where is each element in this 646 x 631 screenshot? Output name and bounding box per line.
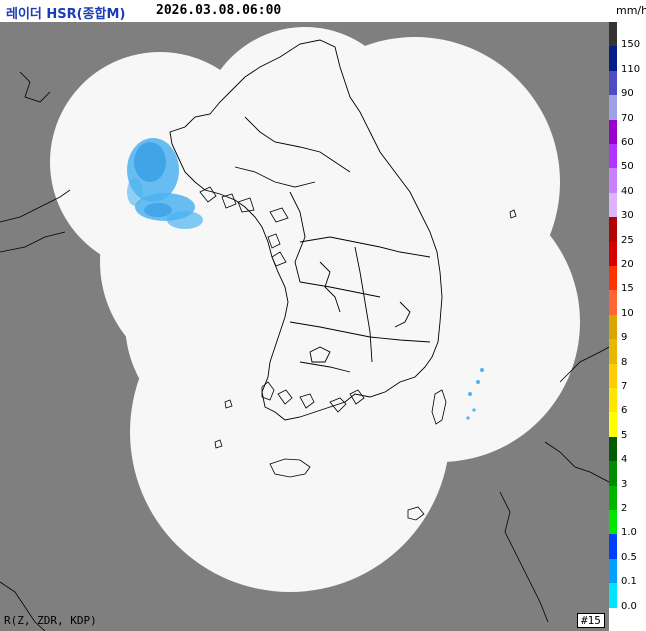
- legend-swatch: [609, 217, 617, 242]
- header-bar: 레이더 HSR(종합M) 2026.03.08.06:00 mm/h: [0, 0, 646, 22]
- legend-swatch: [609, 119, 617, 144]
- legend-swatch: [609, 412, 617, 437]
- legend-swatch: [609, 534, 617, 559]
- radar-map: [0, 22, 609, 631]
- legend-tick-label: 20: [621, 259, 634, 270]
- legend-swatch: [609, 95, 617, 120]
- legend-tick-label: 0.1: [621, 576, 637, 588]
- legend-tick-label: 40: [621, 185, 634, 197]
- background-coastlines: [0, 71, 609, 631]
- legend-tick-label: 5: [621, 429, 628, 441]
- legend-tick-label: 15: [621, 283, 634, 295]
- legend-unit-label: mm/h: [616, 4, 646, 17]
- legend-swatch: [609, 241, 617, 266]
- legend-swatch: [609, 558, 617, 584]
- rain-rate-legend: 150 110 90 70 60 50 40 30 25 20 15 10 9 8 7 6 5 4 3 2 1.0 0.5…: [609, 22, 646, 618]
- legend-tick-label: 50: [621, 161, 634, 173]
- legend-tick-label: 30: [621, 210, 634, 222]
- radar-variables-label: R(Z, ZDR, KDP): [4, 614, 97, 627]
- legend-tick-label: 7: [621, 381, 628, 392]
- legend-swatch: [609, 70, 617, 96]
- legend-tick-label: 3: [621, 478, 628, 490]
- legend-swatch: [609, 461, 617, 486]
- legend-tick-label: 4: [621, 454, 628, 466]
- legend-color-bar: [609, 22, 617, 608]
- legend-swatch: [609, 388, 617, 413]
- legend-swatch: [609, 339, 617, 364]
- legend-swatch: [609, 168, 617, 193]
- legend-swatch: [609, 266, 617, 291]
- precipitation-echoes: [127, 138, 484, 420]
- legend-swatch: [609, 314, 617, 340]
- frame-number-label: #15: [577, 613, 605, 628]
- legend-tick-label: 2: [621, 503, 628, 514]
- legend-swatch: [609, 510, 617, 535]
- legend-tick-label: 25: [621, 234, 634, 246]
- legend-tick-label: 10: [621, 307, 634, 319]
- radar-map-canvas: [0, 27, 609, 631]
- legend-swatch: [609, 363, 617, 388]
- legend-tick-label: 110: [621, 63, 641, 75]
- legend-tick-label: 8: [621, 356, 628, 368]
- legend-tick-label: 9: [621, 332, 628, 344]
- legend-swatch: [609, 22, 617, 47]
- legend-tick-label: 90: [621, 88, 634, 100]
- legend-tick-label: 1.0: [621, 527, 637, 539]
- legend-swatch: [609, 192, 617, 218]
- radar-coverage-area: [50, 27, 580, 592]
- observation-timestamp: 2026.03.08.06:00: [156, 3, 282, 18]
- islands: [199, 186, 517, 521]
- legend-tick-label: 150: [621, 39, 641, 51]
- legend-swatch: [609, 46, 617, 71]
- legend-tick-label: 0.5: [621, 551, 637, 563]
- legend-tick-label: 0.0: [621, 600, 637, 612]
- legend-swatch: [609, 583, 617, 608]
- product-title: 레이더 HSR(종합M): [6, 7, 126, 22]
- legend-swatch: [609, 485, 617, 510]
- legend-tick-label: 6: [621, 405, 628, 417]
- korea-coastline: [169, 39, 443, 421]
- legend-tick-label: 60: [621, 137, 634, 148]
- legend-swatch: [609, 144, 617, 169]
- legend-swatch: [609, 290, 617, 315]
- legend-tick-label: 70: [621, 112, 634, 124]
- legend-swatch: [609, 436, 617, 462]
